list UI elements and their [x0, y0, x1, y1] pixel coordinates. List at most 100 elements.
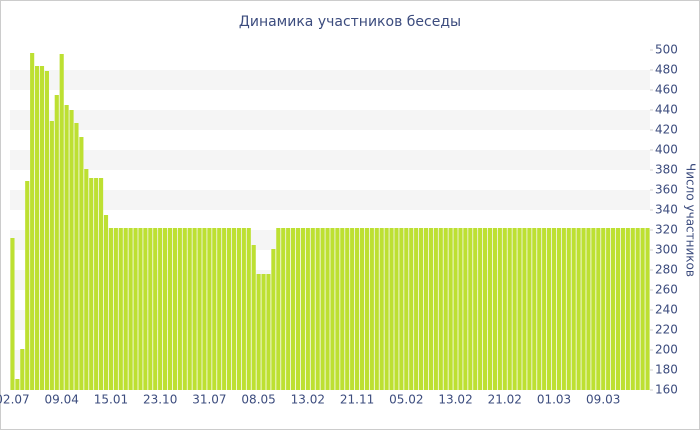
bar: [345, 228, 350, 390]
bar: [527, 228, 532, 390]
bar: [207, 228, 212, 390]
bar: [305, 228, 310, 390]
bar: [295, 228, 301, 390]
bar: [148, 228, 153, 390]
bar: [15, 379, 20, 390]
bar: [404, 228, 409, 390]
bar: [463, 228, 468, 390]
y-tick-label: 500: [655, 43, 678, 57]
bar: [551, 228, 557, 390]
bar: [374, 228, 379, 390]
y-tick-label: 480: [655, 63, 678, 77]
bar: [409, 228, 414, 390]
grid-band: [10, 150, 650, 170]
y-tick-label: 260: [655, 283, 678, 297]
x-tick-label: 13.02: [438, 393, 472, 407]
bar: [212, 228, 217, 390]
y-tick-label: 320: [655, 223, 678, 237]
bar: [69, 110, 74, 390]
bar: [433, 228, 438, 390]
bar: [271, 249, 276, 390]
bar: [492, 228, 497, 390]
bar: [266, 274, 271, 390]
bar: [443, 228, 448, 390]
grid-band: [10, 190, 650, 210]
y-tick-label: 220: [655, 323, 678, 337]
y-tick-label: 400: [655, 143, 678, 157]
x-tick-label: 21.11: [340, 393, 374, 407]
bar: [251, 245, 256, 390]
bar: [566, 228, 571, 390]
bar: [611, 228, 616, 390]
bar: [522, 228, 527, 390]
bar: [414, 228, 419, 390]
bar: [39, 66, 45, 390]
bar: [483, 228, 488, 390]
bar: [581, 228, 586, 390]
bar: [601, 228, 606, 390]
bar: [591, 228, 596, 390]
bar: [517, 228, 522, 390]
bar: [364, 228, 369, 390]
x-tick-label: 15.01: [94, 393, 128, 407]
bar: [576, 228, 581, 390]
bar: [359, 228, 365, 390]
bar: [320, 228, 325, 390]
bar: [473, 228, 478, 390]
x-tick-label: 31.07: [192, 393, 226, 407]
bar: [542, 228, 547, 390]
bar: [300, 228, 305, 390]
x-tick-label: 08.05: [241, 393, 275, 407]
bar: [512, 228, 517, 390]
y-tick-label: 300: [655, 243, 678, 257]
y-tick-label: 280: [655, 263, 678, 277]
bar: [394, 228, 399, 390]
bar: [143, 228, 148, 390]
bar: [241, 228, 246, 390]
bar: [44, 71, 49, 390]
bar: [325, 228, 330, 390]
bar: [182, 228, 187, 390]
bar: [586, 228, 591, 390]
bar: [118, 228, 123, 390]
bar: [537, 228, 542, 390]
bar: [547, 228, 552, 390]
bar: [428, 228, 433, 390]
bar: [49, 121, 54, 390]
bar: [54, 95, 59, 390]
bar: [261, 274, 266, 390]
y-tick-label: 440: [655, 103, 678, 117]
bar: [468, 228, 473, 390]
bar: [497, 228, 502, 390]
bar: [25, 181, 30, 390]
bar: [10, 238, 15, 390]
bar: [158, 228, 163, 390]
chart-title: Динамика участников беседы: [239, 14, 461, 30]
bar: [99, 178, 104, 390]
y-tick-label: 180: [655, 363, 678, 377]
bar: [84, 169, 89, 390]
bar: [453, 228, 458, 390]
bar: [187, 228, 192, 390]
x-tick-label: 02.07: [0, 393, 30, 407]
bar: [596, 228, 601, 390]
bar: [138, 228, 143, 390]
x-tick-label: 05.02: [389, 393, 423, 407]
bar: [645, 228, 650, 390]
bar: [108, 228, 113, 390]
bar: [133, 228, 138, 390]
bar: [423, 228, 429, 390]
bar: [448, 228, 453, 390]
bar: [532, 228, 537, 390]
bar: [571, 228, 576, 390]
bar: [630, 228, 635, 390]
bar: [172, 228, 177, 390]
bar: [163, 228, 168, 390]
bar: [478, 228, 483, 390]
bar: [103, 215, 109, 390]
y-tick-label: 160: [655, 383, 678, 397]
bar: [640, 228, 645, 390]
bar: [419, 228, 424, 390]
bar: [20, 349, 25, 390]
y-tick-label: 200: [655, 343, 678, 357]
